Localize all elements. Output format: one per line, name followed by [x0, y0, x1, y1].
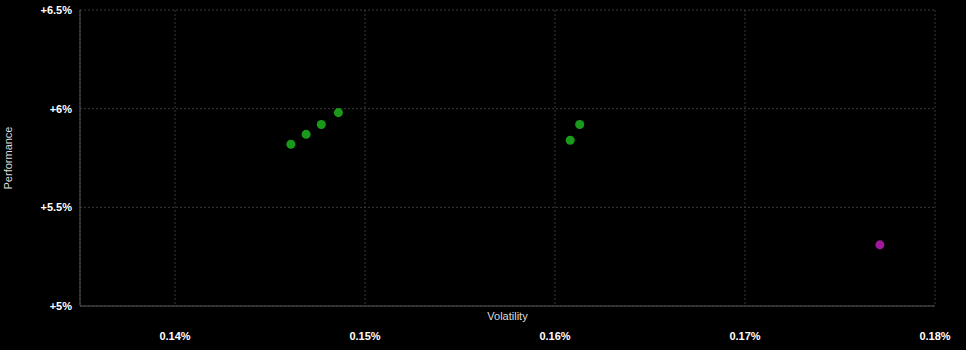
svg-text:0.14%: 0.14%	[159, 330, 190, 342]
svg-text:0.16%: 0.16%	[539, 330, 570, 342]
svg-text:+5.5%: +5.5%	[41, 201, 73, 213]
svg-text:Volatility: Volatility	[487, 310, 528, 322]
svg-text:Performance: Performance	[2, 127, 14, 190]
svg-text:0.18%: 0.18%	[919, 330, 950, 342]
svg-text:0.17%: 0.17%	[729, 330, 760, 342]
svg-text:+6.5%: +6.5%	[41, 4, 73, 16]
svg-text:+6%: +6%	[50, 103, 73, 115]
svg-text:0.15%: 0.15%	[349, 330, 380, 342]
svg-text:+5%: +5%	[50, 300, 73, 312]
